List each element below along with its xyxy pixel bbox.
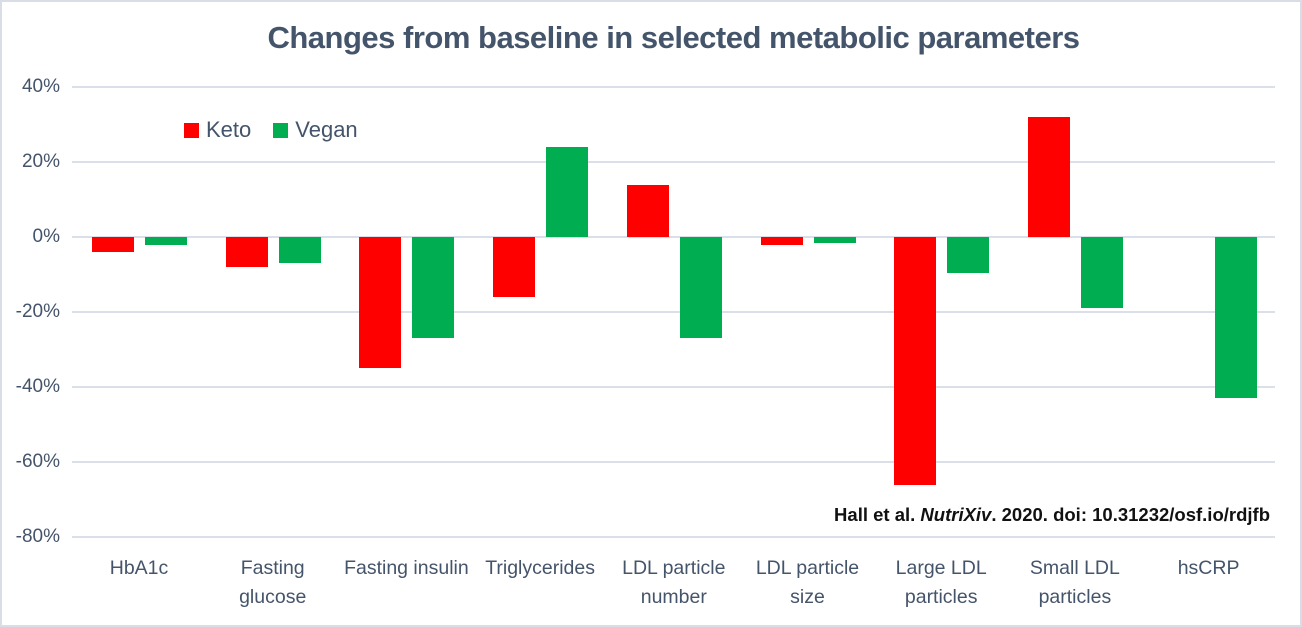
gridline (72, 461, 1275, 463)
citation-prefix: Hall et al. (834, 504, 921, 525)
x-axis-category-label: Fasting glucose (239, 557, 307, 608)
gridline (72, 86, 1275, 88)
gridline (72, 161, 1275, 163)
bar-vegan-ldl-particle-size (813, 237, 856, 243)
y-axis-tick-label: 40% (21, 76, 60, 97)
bar-vegan-fasting-insulin (412, 237, 455, 339)
bar-vegan-ldl-particle-number (679, 237, 722, 339)
vegan-swatch-icon (273, 122, 289, 138)
x-axis-category-label: Triglycerides (485, 557, 595, 579)
keto-swatch-icon (184, 122, 199, 138)
y-axis-tick-label: -60% (15, 451, 60, 472)
y-axis-tick-label: -80% (15, 526, 60, 547)
bar-keto-small-ldl-particles (1027, 117, 1070, 237)
bar-keto-hba1c (92, 237, 134, 252)
citation-suffix: . 2020. doi: 10.31232/osf.io/rdjfb (991, 504, 1270, 525)
bar-keto-large-ldl-particles (894, 237, 937, 485)
legend-item-keto: Keto (184, 117, 251, 143)
legend-label-vegan: Vegan (295, 117, 358, 142)
bar-vegan-hba1c (145, 237, 187, 245)
gridline (72, 236, 1275, 238)
y-axis-tick-label: -20% (15, 301, 60, 322)
y-axis-tick-label: 20% (21, 151, 60, 172)
bar-vegan-small-ldl-particles (1080, 237, 1123, 309)
bar-keto-fasting-insulin (359, 237, 402, 369)
x-axis-category-label: HbA1c (109, 557, 169, 579)
bar-keto-ldl-particle-number (626, 184, 669, 237)
citation-journal: NutriXiv (920, 504, 992, 525)
bar-keto-ldl-particle-size (760, 237, 803, 245)
x-axis-category-label: LDL particle number (622, 557, 726, 608)
bar-keto-fasting-glucose (225, 237, 268, 267)
legend-item-vegan: Vegan (273, 117, 358, 143)
x-axis-category-label: hsCRP (1177, 557, 1240, 579)
chart-title: Changes from baseline in selected metabo… (267, 20, 1080, 55)
bar-vegan-fasting-glucose (278, 237, 321, 264)
y-axis-tick-label: -40% (15, 376, 60, 397)
bar-vegan-hscrp (1214, 237, 1257, 399)
gridline (72, 386, 1275, 388)
legend: Keto Vegan (184, 117, 358, 143)
gridline (72, 311, 1275, 313)
x-axis-category-label: LDL particle size (755, 557, 860, 608)
y-axis-tick-label: 0% (32, 226, 60, 247)
bar-vegan-large-ldl-particles (947, 237, 990, 273)
legend-label-keto: Keto (206, 117, 252, 142)
bar-vegan-triglycerides (546, 147, 589, 237)
gridline (72, 536, 1275, 538)
x-axis-category-label: Large LDL particles (895, 557, 987, 608)
x-axis-category-label: Fasting insulin (344, 557, 469, 579)
bar-keto-triglycerides (493, 237, 536, 297)
x-axis-category-label: Small LDL particles (1029, 557, 1120, 608)
citation: Hall et al. NutriXiv. 2020. doi: 10.3123… (834, 504, 1270, 526)
